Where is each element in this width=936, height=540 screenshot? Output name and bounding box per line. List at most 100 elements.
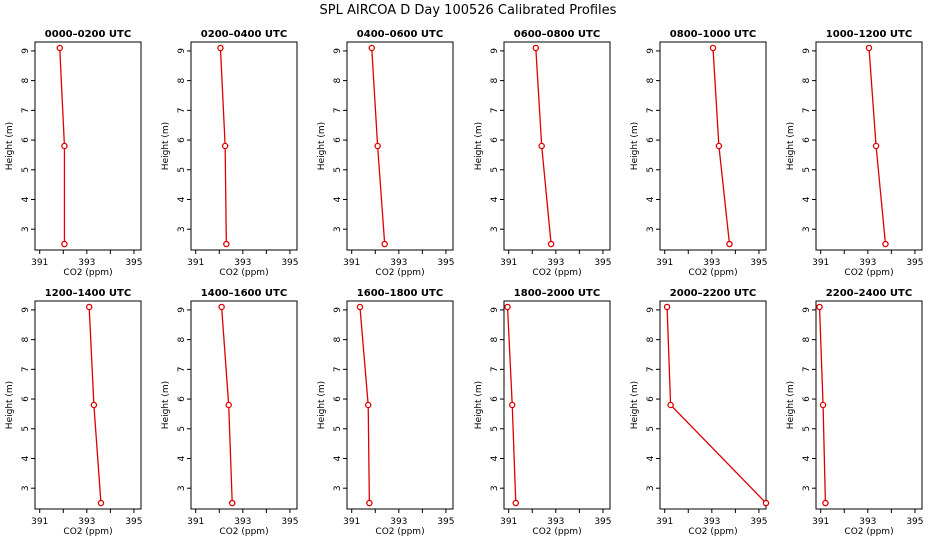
y-tick-label: 5: [490, 426, 500, 432]
x-tick-label: 393: [547, 517, 564, 527]
x-tick-label: 393: [859, 517, 876, 527]
y-tick-label: 7: [333, 366, 343, 372]
y-tick-label: 4: [802, 196, 812, 202]
y-axis-label: Height (m): [317, 122, 327, 170]
y-axis-label: Height (m): [5, 122, 15, 170]
profile-panel: 1400–1600 UTC 391 393 395 3 4 5 6 7 8 9 CO2 (ppm) He…: [161, 288, 299, 537]
y-tick-label: 6: [802, 396, 812, 402]
data-point: [221, 142, 229, 150]
series-line: [666, 306, 767, 504]
y-tick-label: 4: [333, 455, 343, 461]
y-tick-label: 7: [802, 366, 812, 372]
plot-frame: [34, 300, 142, 510]
y-tick-label: 6: [21, 396, 31, 402]
panel-title: 0000–0200 UTC: [45, 29, 131, 40]
y-tick-label: 4: [646, 196, 656, 202]
y-axis-label: Height (m): [786, 381, 796, 429]
data-point: [819, 401, 827, 409]
y-tick-label: 5: [490, 167, 500, 173]
x-tick-label: 391: [500, 258, 517, 268]
x-tick-label: 393: [859, 258, 876, 268]
plot-frame: [346, 300, 454, 510]
y-axis-label: Height (m): [161, 122, 171, 170]
y-tick-label: 5: [646, 167, 656, 173]
y-tick-label: 6: [21, 137, 31, 143]
data-point: [726, 240, 733, 248]
profile-panel: 2200–2400 UTC 391 393 395 3 4 5 6 7 8 9 CO2 (ppm) He…: [786, 288, 924, 537]
data-point: [667, 401, 674, 409]
y-tick-label: 6: [490, 137, 500, 143]
y-tick-label: 5: [802, 167, 812, 173]
y-tick-label: 5: [333, 167, 343, 173]
y-tick-label: 4: [333, 196, 343, 202]
plot-frame: [503, 300, 611, 510]
y-tick-label: 8: [646, 77, 656, 83]
profile-panel: 0200–0400 UTC 391 393 395 3 4 5 6 7 8 9 CO2 (ppm) He…: [161, 29, 299, 278]
y-axis-label: Height (m): [161, 381, 171, 429]
profile-panel: 1200–1400 UTC 391 393 395 3 4 5 6 7 8 9 CO2 (ppm) He…: [5, 288, 143, 537]
y-tick-label: 8: [802, 77, 812, 83]
y-tick-label: 8: [490, 77, 500, 83]
data-point: [364, 401, 372, 409]
x-tick-label: 395: [281, 517, 298, 527]
y-tick-label: 8: [21, 77, 31, 83]
x-tick-label: 391: [656, 517, 673, 527]
data-point: [225, 401, 232, 409]
profile-panel: 1600–1800 UTC 391 393 395 3 4 5 6 7 8 9 CO2 (ppm) He…: [317, 288, 455, 537]
data-point: [223, 240, 230, 248]
y-axis-label: Height (m): [474, 122, 484, 170]
y-tick-label: 8: [21, 336, 31, 342]
x-tick-label: 395: [594, 258, 611, 268]
data-point: [61, 142, 68, 150]
y-tick-label: 3: [333, 226, 343, 232]
y-tick-label: 4: [802, 455, 812, 461]
panel-title: 1000–1200 UTC: [826, 29, 912, 40]
y-tick-label: 9: [490, 307, 500, 313]
y-tick-label: 4: [490, 196, 500, 202]
data-point: [865, 44, 873, 52]
x-tick-label: 393: [703, 258, 720, 268]
y-axis-label: Height (m): [474, 381, 484, 429]
data-point: [217, 44, 224, 52]
y-tick-label: 9: [21, 307, 31, 313]
y-tick-label: 4: [21, 196, 31, 202]
data-point: [822, 499, 829, 507]
y-tick-label: 9: [646, 48, 656, 54]
y-tick-label: 5: [333, 426, 343, 432]
data-point: [872, 142, 880, 150]
y-tick-label: 5: [21, 426, 31, 432]
y-tick-label: 3: [333, 485, 343, 491]
y-axis-label: Height (m): [630, 122, 640, 170]
y-tick-label: 7: [333, 107, 343, 113]
y-tick-label: 3: [646, 226, 656, 232]
profile-panel: 1800–2000 UTC 391 393 395 3 4 5 6 7 8 9 CO2 (ppm) He…: [474, 288, 612, 537]
y-tick-label: 6: [646, 137, 656, 143]
y-tick-label: 5: [177, 167, 187, 173]
panel-title: 1600–1800 UTC: [357, 288, 443, 299]
y-tick-label: 9: [21, 48, 31, 54]
data-point: [663, 303, 671, 311]
panel-title: 0200–0400 UTC: [201, 29, 287, 40]
x-tick-label: 395: [750, 517, 767, 527]
x-tick-label: 391: [343, 517, 360, 527]
x-tick-label: 393: [547, 258, 564, 268]
y-axis-label: Height (m): [630, 381, 640, 429]
data-point: [882, 240, 889, 248]
x-tick-label: 393: [390, 258, 407, 268]
data-point: [368, 44, 375, 52]
y-tick-label: 4: [177, 455, 187, 461]
y-tick-label: 6: [333, 396, 343, 402]
x-axis-label: CO2 (ppm): [844, 268, 893, 278]
y-tick-label: 9: [333, 48, 343, 54]
x-axis-label: CO2 (ppm): [63, 527, 112, 537]
data-point: [715, 142, 723, 150]
x-tick-label: 395: [281, 258, 298, 268]
plot-frame: [190, 300, 298, 510]
data-point: [61, 240, 68, 248]
panel-title: 1400–1600 UTC: [201, 288, 287, 299]
y-tick-label: 7: [21, 107, 31, 113]
x-tick-label: 391: [812, 258, 829, 268]
data-point: [381, 240, 388, 248]
data-point: [508, 401, 516, 409]
